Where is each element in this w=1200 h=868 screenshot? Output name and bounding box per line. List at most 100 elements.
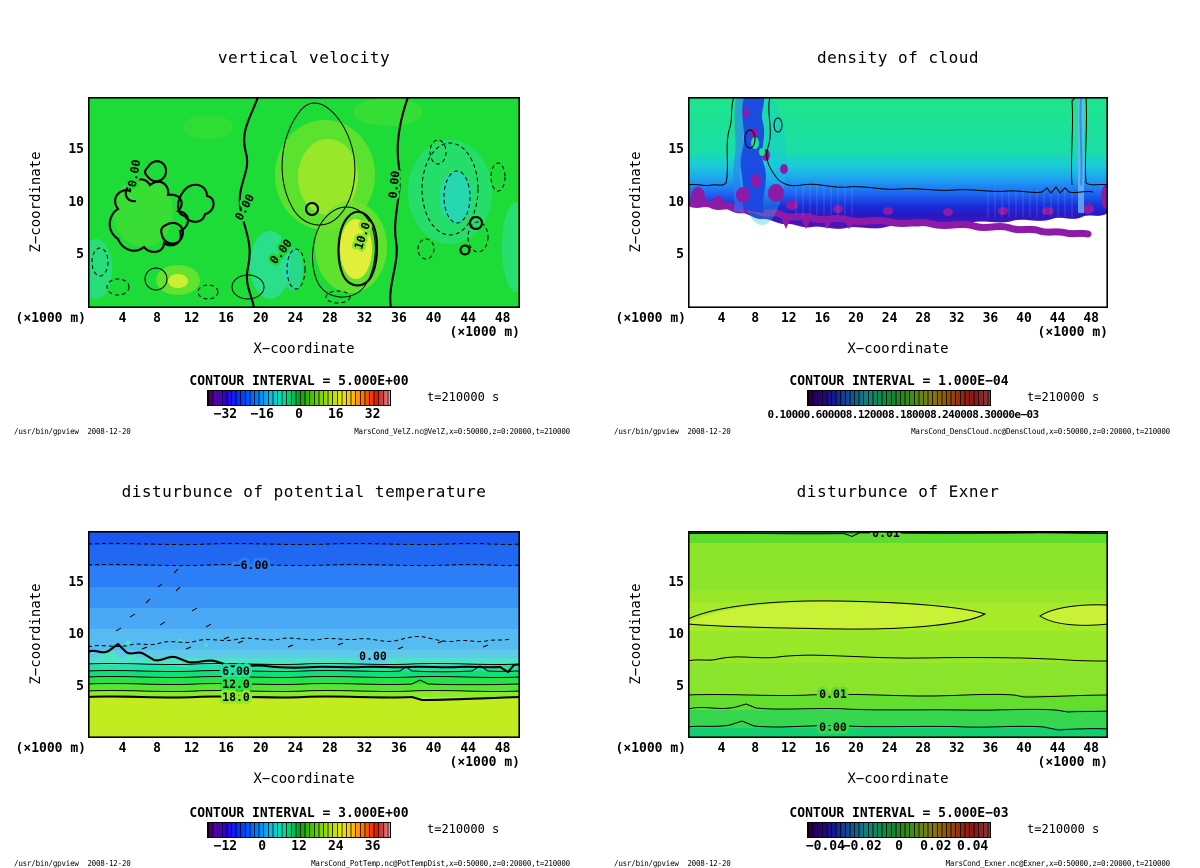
x-tick-label: 24 [881, 741, 898, 756]
y-axis-label: Z−coordinate [28, 583, 44, 685]
x-tick-label: 4 [717, 311, 726, 326]
x-tick-label: 12 [183, 311, 200, 326]
colorbar [807, 822, 991, 838]
x-tick-label: 8 [751, 741, 760, 756]
panel-title: density of cloud [816, 48, 980, 67]
x-tick-label: 24 [287, 741, 304, 756]
panel-potential-temperature: disturbunce of potential temperature [0, 434, 600, 868]
colorbar-tick-label: −12 [213, 839, 238, 854]
colorbar-tick-label: −0.02 [842, 839, 882, 854]
panel-density-of-cloud: density of cloud [600, 0, 1200, 436]
x-axis-label: X−coordinate [847, 771, 949, 787]
x-tick-label: 24 [287, 311, 304, 326]
x-unit-left: (×1000 m) [15, 311, 86, 326]
panel-title: disturbunce of Exner [796, 482, 1000, 501]
x-tick-label: 32 [948, 741, 965, 756]
colorbar-tick-label: −32 [213, 407, 238, 422]
x-unit-left: (×1000 m) [615, 311, 686, 326]
x-tick-label: 28 [322, 741, 338, 756]
contour-label: 0.01 [819, 687, 847, 701]
colorbar-tick-label: 36 [364, 839, 381, 854]
footer-command: /usr/bin/gpview 2008-12-20 [14, 859, 131, 868]
colorbar-tick-label: 24 [327, 839, 344, 854]
time-label: t=210000 s [427, 390, 500, 404]
x-tick-label: 44 [1049, 741, 1066, 756]
y-tick-label: 15 [668, 575, 684, 590]
x-tick-label: 36 [391, 311, 407, 326]
y-tick-label: 10 [68, 195, 84, 210]
x-tick-label: 32 [948, 311, 965, 326]
x-tick-label: 12 [780, 311, 797, 326]
y-tick-label: 15 [68, 575, 84, 590]
x-tick-label: 28 [915, 311, 932, 326]
x-tick-label: 20 [848, 311, 864, 326]
y-axis-label: Z−coordinate [28, 151, 44, 253]
contour-plot-exner: 0.01 0.01 0.00 [688, 531, 1108, 738]
colorbar-tick-label: 12 [291, 839, 307, 854]
colorbar [207, 822, 391, 838]
contour-interval-label: CONTOUR INTERVAL = 5.000E−03 [789, 806, 1009, 821]
y-tick-label: 10 [68, 626, 84, 642]
panel-vertical-velocity: vertical velocity [0, 0, 600, 436]
x-tick-label: 28 [322, 311, 338, 326]
x-unit-left: (×1000 m) [615, 741, 686, 756]
footer-source: MarsCond_Exner.nc@Exner,x=0:50000,z=0:20… [945, 859, 1171, 868]
panel-title: vertical velocity [217, 48, 391, 67]
contour-label: −6.00 [234, 558, 269, 572]
y-tick-label: 5 [76, 678, 84, 694]
x-tick-label: 16 [814, 311, 831, 326]
x-tick-label: 20 [252, 741, 269, 756]
x-tick-label: 48 [494, 311, 511, 326]
colorbar-tick-label: 0 [895, 839, 903, 854]
x-tick-label: 20 [848, 741, 864, 756]
footer-command: /usr/bin/gpview 2008-12-20 [14, 427, 131, 436]
contour-plot-vertical-velocity: 0.00 0.00 0.00 0.00 10.0 [88, 97, 520, 308]
x-axis-label: X−coordinate [847, 341, 949, 357]
x-tick-label: 12 [183, 741, 200, 756]
x-tick-label: 40 [1016, 741, 1032, 756]
colorbar-tick-label: −16 [250, 407, 274, 422]
x-tick-label: 40 [425, 311, 442, 326]
colorbar-tick-label: −0.04 [805, 839, 845, 854]
colorbar-tick-label: 0.04 [956, 839, 989, 854]
x-tick-label: 44 [460, 311, 477, 326]
x-tick-label: 44 [1049, 311, 1066, 326]
x-tick-label: 20 [252, 311, 269, 326]
x-tick-label: 12 [780, 741, 797, 756]
x-unit-right: (×1000 m) [1037, 325, 1108, 340]
colorbar-tick-label: 16 [327, 407, 344, 422]
footer-command: /usr/bin/gpview 2008-12-20 [614, 427, 731, 436]
y-tick-label: 5 [76, 247, 84, 262]
x-axis-label: X−coordinate [253, 341, 355, 357]
contour-label: 0.00 [819, 720, 847, 734]
contour-plot-potential-temperature: −6.00 0.00 6.00 12.0 18.0 [88, 531, 520, 738]
contour-plot-density-of-cloud [688, 97, 1108, 308]
y-axis-label: Z−coordinate [628, 583, 644, 685]
y-tick-label: 10 [668, 195, 684, 210]
contour-label: 0.00 [359, 649, 387, 663]
x-unit-right: (×1000 m) [449, 325, 520, 340]
x-tick-label: 8 [153, 741, 162, 756]
x-axis-label: X−coordinate [253, 771, 355, 787]
contour-label: 6.00 [222, 664, 250, 678]
footer-source: MarsCond_PotTemp.nc@PotTempDist,x=0:5000… [311, 859, 570, 868]
x-unit-right: (×1000 m) [449, 755, 520, 770]
x-unit-left: (×1000 m) [15, 741, 86, 756]
footer-source: MarsCond_VelZ.nc@VelZ,x=0:50000,z=0:2000… [354, 427, 570, 436]
x-tick-label: 36 [982, 311, 999, 326]
footer-command: /usr/bin/gpview 2008-12-20 [614, 859, 731, 868]
panel-title: disturbunce of potential temperature [121, 482, 487, 501]
x-tick-label: 4 [118, 311, 127, 326]
colorbar-tick-labels-overlapping: 0.10000.600008.120008.180008.240008.3000… [767, 408, 1039, 421]
x-tick-label: 32 [356, 311, 373, 326]
x-tick-label: 48 [1083, 741, 1100, 756]
x-tick-label: 32 [356, 741, 373, 756]
x-tick-label: 44 [460, 741, 477, 756]
y-tick-label: 5 [676, 678, 684, 694]
colorbar-tick-label: 32 [364, 407, 381, 422]
x-tick-label: 36 [391, 741, 407, 756]
colorbar-tick-label: 0 [295, 407, 303, 422]
contour-label: 0.00 [386, 170, 403, 199]
x-tick-label: 4 [118, 741, 127, 756]
